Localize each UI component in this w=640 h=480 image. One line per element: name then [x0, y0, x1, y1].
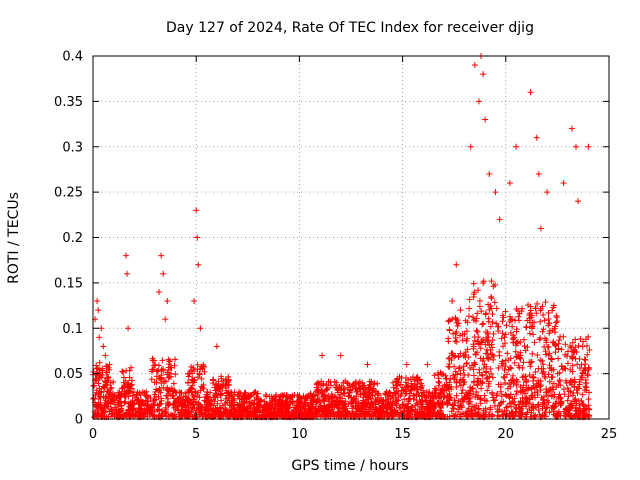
data-point	[526, 330, 533, 337]
data-point	[542, 299, 549, 306]
y-tick-label: 0	[75, 413, 83, 428]
x-tick-label: 20	[498, 427, 515, 442]
data-point	[95, 380, 102, 387]
data-points	[90, 53, 593, 421]
data-point	[474, 328, 481, 335]
data-point	[527, 363, 534, 370]
data-point	[473, 388, 480, 395]
y-tick-label: 0.1	[62, 322, 83, 337]
y-axis-label: ROTI / TECUs	[6, 192, 22, 284]
data-point	[564, 397, 571, 404]
data-point	[445, 355, 452, 362]
y-tick-label: 0.35	[54, 95, 83, 110]
chart-title: Day 127 of 2024, Rate Of TEC Index for r…	[166, 20, 534, 36]
y-tick-label: 0.2	[62, 231, 83, 246]
y-tick-label: 0.3	[62, 140, 83, 155]
x-axis-label: GPS time / hours	[291, 458, 408, 474]
x-tick-label: 15	[394, 427, 411, 442]
data-point	[170, 392, 177, 399]
x-tick-label: 5	[192, 427, 200, 442]
data-point	[218, 397, 225, 404]
data-point	[569, 339, 576, 346]
data-point	[504, 371, 511, 378]
y-tick-label: 0.4	[62, 50, 83, 65]
grid-lines	[93, 56, 609, 419]
y-tick-label: 0.15	[54, 276, 83, 291]
x-tick-label: 0	[89, 427, 97, 442]
x-tick-label: 10	[291, 427, 308, 442]
data-point	[529, 350, 536, 357]
x-tick-label: 25	[601, 427, 618, 442]
data-point	[501, 379, 508, 386]
data-point	[487, 365, 494, 372]
y-tick-label: 0.05	[54, 367, 83, 382]
y-tick-label: 0.25	[54, 186, 83, 201]
data-point	[498, 393, 505, 400]
